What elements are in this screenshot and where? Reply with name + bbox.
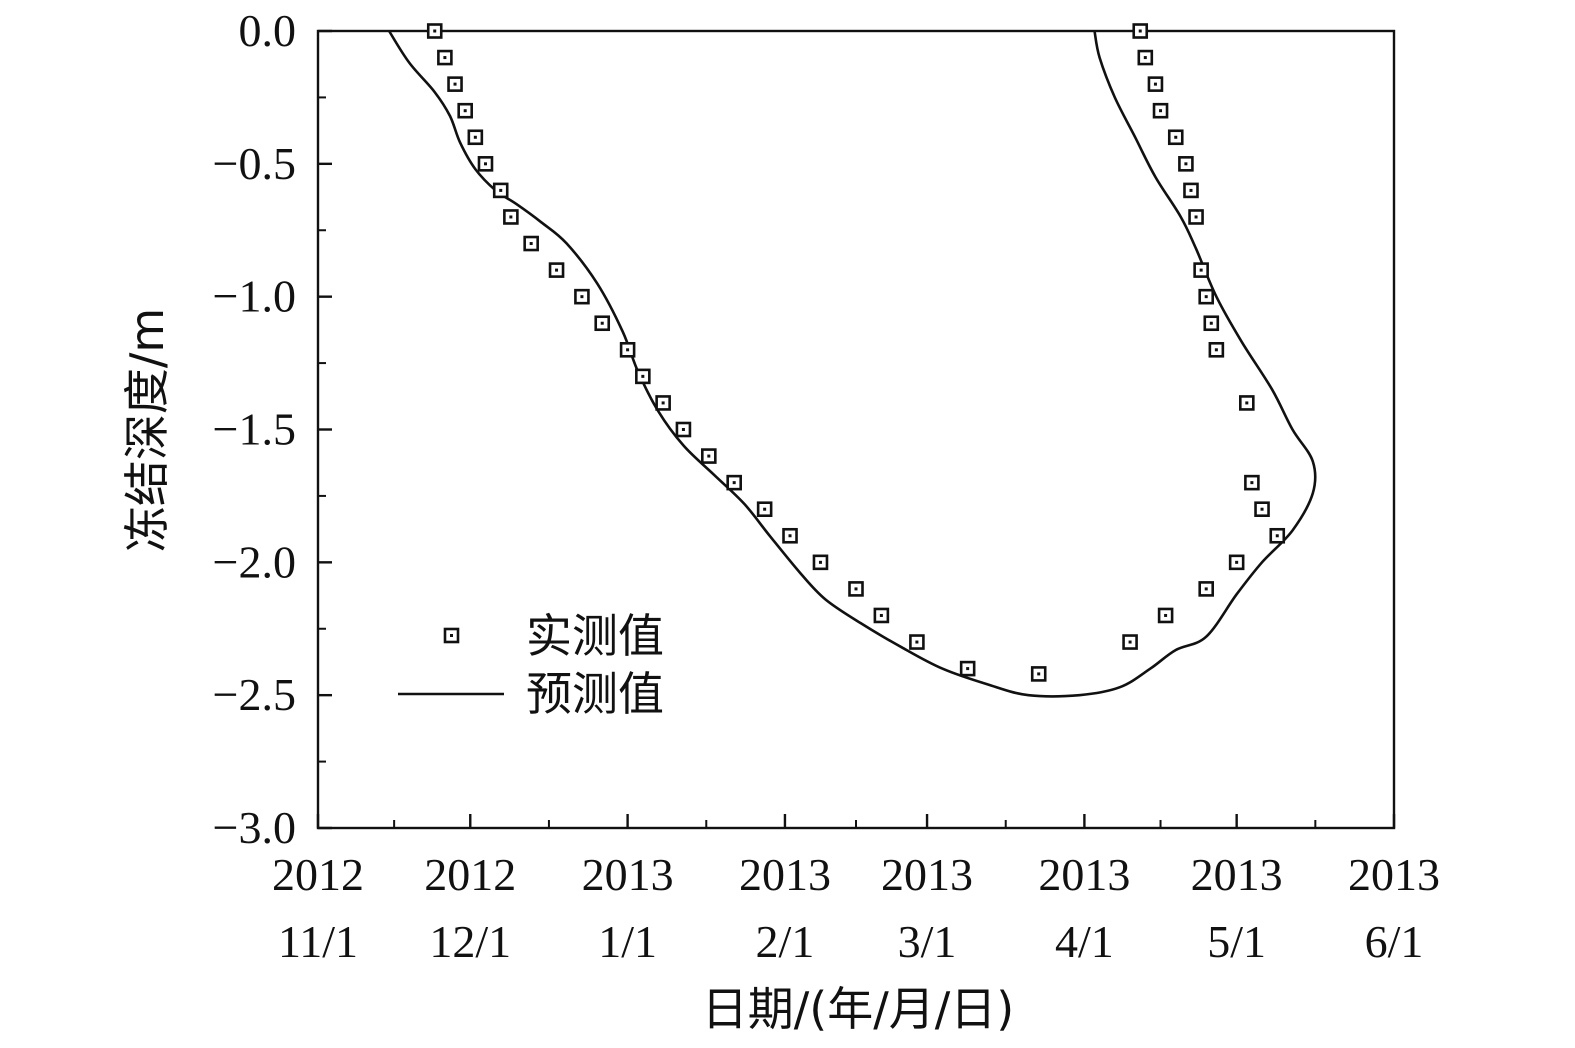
y-tick-label: −1.5 bbox=[213, 404, 296, 455]
legend-label-measured: 实测值 bbox=[526, 609, 664, 663]
measured-point bbox=[1152, 102, 1169, 119]
measured-point bbox=[548, 262, 565, 278]
measured-point bbox=[1239, 395, 1255, 411]
x-tick-year: 2012 bbox=[272, 849, 364, 900]
y-tick-label: −2.0 bbox=[213, 536, 296, 587]
x-tick-year: 2013 bbox=[1348, 849, 1440, 900]
measured-point bbox=[1203, 315, 1220, 332]
measured-point bbox=[503, 209, 519, 225]
y-tick-label: −3.0 bbox=[213, 802, 296, 853]
x-axis-title: 日期/(年/月/日) bbox=[702, 982, 1014, 1036]
measured-point bbox=[782, 527, 798, 544]
measured-point bbox=[1132, 23, 1149, 39]
predicted-line bbox=[387, 30, 1317, 698]
measured-point bbox=[848, 581, 864, 597]
measured-point bbox=[1183, 182, 1199, 199]
legend-marker-measured bbox=[443, 627, 460, 644]
y-axis-title: 冻结深度/m bbox=[120, 308, 174, 552]
x-tick-year: 2013 bbox=[881, 849, 973, 900]
measured-point bbox=[1254, 501, 1270, 518]
legend-marker-measured-dot bbox=[450, 634, 453, 637]
x-tick-monthday: 11/1 bbox=[278, 916, 358, 967]
measured-point bbox=[1198, 581, 1215, 597]
y-tick-label: −2.5 bbox=[213, 669, 296, 720]
measured-point bbox=[655, 395, 671, 411]
x-tick-year: 2013 bbox=[1191, 849, 1283, 900]
measured-point bbox=[437, 49, 453, 66]
measured-point bbox=[726, 474, 742, 491]
legend: 实测值 预测值 bbox=[398, 609, 664, 721]
measured-point bbox=[457, 102, 473, 119]
measured-point bbox=[1228, 554, 1245, 571]
measured-point bbox=[426, 23, 443, 39]
measured-point bbox=[1147, 76, 1164, 92]
x-tick-monthday: 12/1 bbox=[429, 916, 511, 967]
measured-point bbox=[1244, 474, 1260, 491]
measured-point bbox=[447, 76, 463, 92]
measured-point bbox=[467, 129, 484, 146]
measured-point bbox=[909, 634, 925, 650]
y-axis: 0.0 −0.5 −1.0 −1.5 −2.0 −2.5 −3.0 bbox=[213, 5, 332, 853]
x-tick-monthday: 4/1 bbox=[1055, 916, 1114, 967]
measured-point bbox=[1178, 156, 1194, 172]
measured-point bbox=[873, 607, 890, 624]
y-tick-label: −1.0 bbox=[213, 271, 296, 322]
predicted-series bbox=[387, 30, 1317, 698]
measured-point bbox=[1030, 666, 1047, 682]
x-tick-monthday: 2/1 bbox=[756, 916, 815, 967]
measured-point bbox=[1193, 262, 1209, 278]
measured-point bbox=[477, 156, 494, 172]
measured-point bbox=[1188, 209, 1204, 225]
measured-point bbox=[523, 235, 539, 252]
legend-label-predicted: 预测值 bbox=[526, 667, 664, 721]
measured-point bbox=[619, 341, 636, 358]
y-tick-label: 0.0 bbox=[239, 5, 297, 56]
measured-point bbox=[756, 501, 773, 518]
measured-point bbox=[1137, 49, 1154, 66]
x-tick-monthday: 6/1 bbox=[1365, 916, 1424, 967]
measured-point bbox=[812, 554, 829, 571]
measured-point bbox=[1122, 634, 1138, 650]
x-tick-year: 2013 bbox=[739, 849, 831, 900]
measured-point bbox=[594, 315, 611, 332]
plot-frame bbox=[316, 29, 1396, 830]
measured-point bbox=[1269, 527, 1286, 544]
measured-point bbox=[675, 421, 692, 438]
x-tick-monthday: 5/1 bbox=[1207, 916, 1266, 967]
x-tick-monthday: 1/1 bbox=[598, 916, 657, 967]
measured-point bbox=[1198, 288, 1215, 305]
plot-border bbox=[316, 29, 1396, 830]
measured-point bbox=[492, 182, 509, 199]
measured-series bbox=[426, 23, 1286, 682]
x-tick-year: 2012 bbox=[424, 849, 516, 900]
measured-point bbox=[635, 368, 651, 385]
measured-point bbox=[1167, 129, 1184, 146]
y-tick-label: −0.5 bbox=[213, 138, 296, 189]
measured-point bbox=[959, 660, 976, 677]
measured-point bbox=[1208, 341, 1225, 358]
measured-point bbox=[574, 288, 590, 305]
measured-point bbox=[1157, 607, 1174, 624]
x-tick-monthday: 3/1 bbox=[898, 916, 957, 967]
x-tick-year: 2013 bbox=[1038, 849, 1130, 900]
x-tick-year: 2013 bbox=[582, 849, 674, 900]
x-axis: 2012 11/1 2012 12/1 2013 1/1 2013 2/1 2013 3/1 201… bbox=[272, 814, 1440, 967]
measured-point bbox=[701, 448, 717, 464]
